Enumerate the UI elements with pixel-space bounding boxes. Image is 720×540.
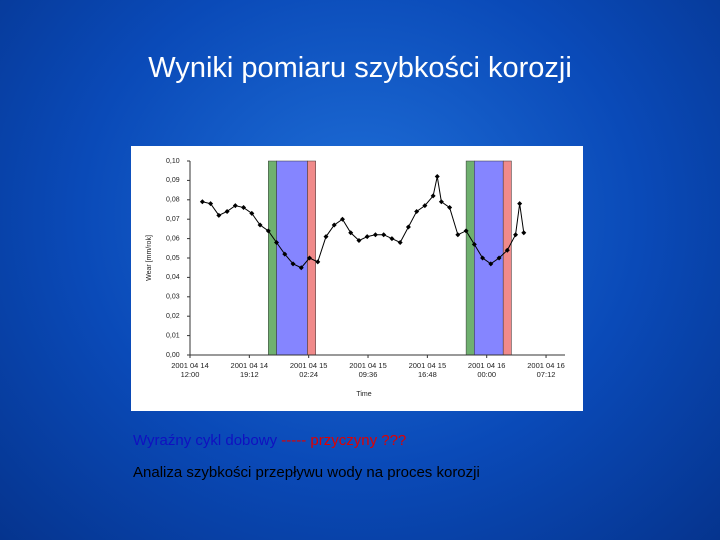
note-red: ----- przyczyny ??? (281, 432, 407, 449)
data-point (414, 208, 420, 214)
data-point (455, 232, 461, 238)
data-point (348, 230, 354, 236)
data-point (208, 201, 214, 207)
data-point (463, 228, 469, 234)
data-point (364, 234, 370, 240)
data-point (216, 212, 222, 218)
band (268, 160, 277, 356)
data-point (224, 208, 230, 214)
data-point (298, 265, 304, 271)
x-tick-label: 2001 04 14 19:12 (230, 361, 269, 379)
chart-box: Wear [mm/rok] Time 0,00 0,01 0,02 0,03 0,04 0… (131, 146, 583, 411)
y-tick-label: 0,01 (166, 332, 180, 339)
data-point (257, 222, 263, 228)
y-tick-label: 0,07 (166, 216, 180, 223)
data-point (504, 247, 510, 253)
y-tick-label: 0,00 (166, 352, 180, 359)
data-point (241, 205, 247, 211)
data-point (521, 230, 527, 236)
data-point (496, 255, 502, 261)
y-tick-label: 0,03 (166, 294, 180, 301)
data-point (282, 251, 288, 257)
data-point (290, 261, 296, 267)
band (502, 160, 512, 356)
data-point (323, 234, 329, 240)
x-tick-label: 2001 04 16 07:12 (527, 361, 565, 379)
y-tick-label: 0,08 (166, 197, 180, 204)
x-tick-label: 2001 04 15 09:36 (349, 361, 387, 379)
y-tick-label: 0,02 (166, 313, 180, 320)
data-point (438, 199, 444, 205)
data-point (249, 210, 255, 216)
data-point (422, 203, 428, 209)
y-tick-label: 0,04 (166, 274, 180, 281)
data-point (434, 174, 440, 180)
x-axis-label: Time (356, 391, 371, 398)
data-point (199, 199, 205, 205)
data-point (331, 222, 337, 228)
x-tick-label: 2001 04 15 02:24 (289, 361, 328, 379)
data-point (372, 232, 378, 238)
note: Wyraźny cykl dobowy ----- przyczyny ??? (133, 432, 406, 449)
data-point (513, 232, 519, 238)
data-point (471, 241, 477, 247)
data-point (265, 228, 271, 234)
x-tick-label: 2001 04 15 16:48 (408, 361, 447, 379)
y-tick-label: 0,10 (166, 158, 180, 165)
data-point (430, 193, 436, 199)
y-axis-label: Wear [mm/rok] (146, 235, 153, 281)
data-point (397, 239, 403, 245)
data-point (405, 224, 411, 230)
data-point (232, 203, 238, 209)
data-line (202, 176, 525, 269)
data-point (517, 201, 523, 207)
y-tick-label: 0,06 (166, 235, 180, 242)
data-point (339, 216, 345, 222)
band (276, 160, 308, 356)
note-blue: Wyraźny cykl dobowy (133, 432, 278, 449)
slide-title: Wyniki pomiaru szybkości korozji (148, 52, 572, 84)
data-point (381, 232, 387, 238)
data-point (389, 236, 395, 242)
x-tick-label: 2001 04 16 00:00 (467, 361, 506, 379)
band (465, 160, 475, 356)
x-tick-label: 2001 04 14 12:00 (171, 361, 209, 379)
data-point (488, 261, 494, 267)
y-tick-label: 0,05 (166, 255, 180, 262)
data-point (356, 238, 362, 244)
chart: Wear [mm/rok] Time 0,00 0,01 0,02 0,03 0,04 0… (146, 158, 565, 398)
y-tick-label: 0,09 (166, 177, 180, 184)
data-point (480, 255, 486, 261)
data-point (307, 255, 313, 261)
note: Analiza szybkości przepływu wody na proc… (133, 464, 480, 481)
data-point (274, 239, 280, 245)
data-point (315, 259, 321, 265)
data-point (447, 205, 453, 211)
